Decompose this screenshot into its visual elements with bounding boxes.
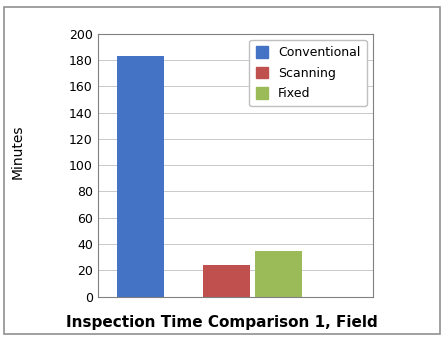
Bar bbox=[255, 251, 302, 297]
Text: Inspection Time Comparison 1, Field: Inspection Time Comparison 1, Field bbox=[66, 315, 378, 330]
Text: Minutes: Minutes bbox=[11, 124, 25, 179]
Legend: Conventional, Scanning, Fixed: Conventional, Scanning, Fixed bbox=[250, 40, 367, 106]
Bar bbox=[117, 56, 164, 297]
Bar bbox=[203, 265, 250, 297]
